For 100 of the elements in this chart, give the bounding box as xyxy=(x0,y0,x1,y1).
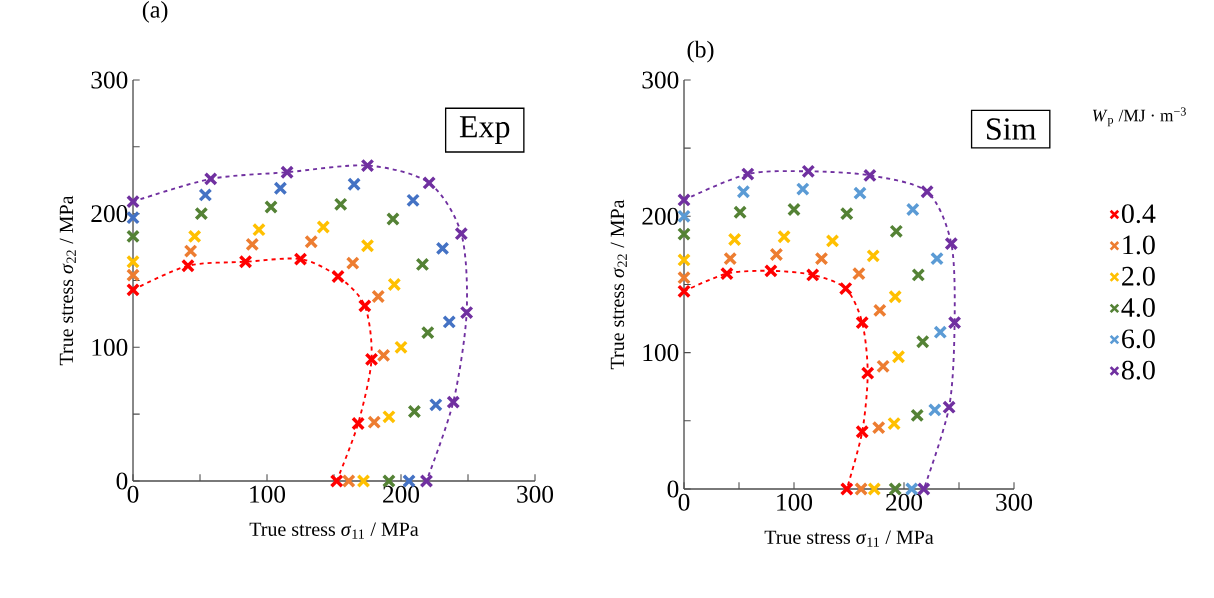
point xyxy=(930,251,944,266)
point xyxy=(677,270,691,285)
point xyxy=(872,303,887,318)
point xyxy=(910,408,925,423)
point xyxy=(855,424,870,439)
x-tick-label: 100 xyxy=(777,493,813,511)
x-axis-title: True stress σ$_{11}$ / MPa xyxy=(764,530,934,547)
y-tick-label: 0 xyxy=(116,472,128,490)
legend-label: 6.0 xyxy=(1122,329,1155,349)
point xyxy=(126,268,140,283)
point xyxy=(273,181,288,196)
point xyxy=(419,474,434,488)
point xyxy=(888,289,903,304)
point xyxy=(126,194,140,209)
point xyxy=(187,229,202,244)
point xyxy=(911,268,926,282)
point xyxy=(838,281,853,296)
point xyxy=(851,266,866,281)
point xyxy=(347,177,362,192)
point xyxy=(316,220,331,234)
point xyxy=(345,256,360,271)
point xyxy=(183,244,198,259)
point xyxy=(867,482,882,496)
point xyxy=(920,184,935,199)
point xyxy=(360,238,375,253)
legend-label: 8.0 xyxy=(1121,360,1155,380)
point xyxy=(435,241,450,256)
point xyxy=(677,253,691,267)
point xyxy=(376,348,391,363)
legend-label: 1.0 xyxy=(1123,235,1155,255)
point xyxy=(795,182,810,196)
point xyxy=(677,284,691,299)
point xyxy=(814,251,829,266)
point xyxy=(407,404,422,419)
point xyxy=(371,289,386,304)
x-tick-label: 100 xyxy=(250,485,286,503)
point xyxy=(357,298,372,313)
x-tick-label: 0 xyxy=(678,493,690,511)
y-tick-label: 100 xyxy=(92,338,128,356)
x-tick-label: 200 xyxy=(383,485,420,503)
point xyxy=(181,258,195,273)
legend-title: W$_{p}$ /MJ · m$^{−3}$ xyxy=(1092,107,1186,127)
point xyxy=(727,232,742,247)
point xyxy=(382,409,396,424)
point xyxy=(933,325,948,340)
point xyxy=(736,184,751,199)
point xyxy=(889,224,904,239)
point xyxy=(420,325,435,340)
point xyxy=(719,266,734,281)
point xyxy=(839,206,854,221)
point xyxy=(866,248,881,263)
point xyxy=(777,229,792,244)
point xyxy=(203,171,218,186)
point xyxy=(351,416,366,431)
y-tick-label: 100 xyxy=(643,344,679,362)
annotation: Exp xyxy=(459,116,510,144)
point xyxy=(406,193,420,208)
point xyxy=(825,233,840,248)
point xyxy=(944,236,959,251)
y-tick-label: 300 xyxy=(91,71,128,89)
point xyxy=(839,482,854,496)
point xyxy=(677,227,691,241)
point xyxy=(887,416,902,431)
point xyxy=(891,349,906,364)
point xyxy=(238,254,253,269)
x-tick-label: 300 xyxy=(996,493,1033,511)
point xyxy=(862,168,877,183)
point xyxy=(364,352,379,367)
point xyxy=(333,197,348,212)
x-axis-title: True stress σ$_{11}$ / MPa xyxy=(249,522,419,539)
point xyxy=(787,202,801,217)
point xyxy=(331,269,345,284)
point xyxy=(367,415,382,430)
chart-title: (b) xyxy=(687,40,714,63)
chart-title: (a) xyxy=(142,0,168,23)
point xyxy=(677,193,691,207)
point xyxy=(422,175,437,190)
point xyxy=(304,234,319,249)
point xyxy=(442,315,457,329)
x-tick-label: 200 xyxy=(886,493,923,511)
point xyxy=(853,186,867,201)
point xyxy=(854,482,869,496)
point xyxy=(293,252,308,267)
point xyxy=(871,420,886,435)
point xyxy=(194,206,209,221)
point xyxy=(264,200,278,214)
annotation: Sim xyxy=(987,118,1036,140)
point xyxy=(356,474,371,488)
point xyxy=(942,400,957,415)
point xyxy=(459,305,474,320)
y-tick-label: 200 xyxy=(642,207,679,225)
point xyxy=(387,277,402,292)
point xyxy=(341,474,356,488)
point xyxy=(126,282,140,297)
legend-label: 0.4 xyxy=(1121,204,1156,224)
y-axis-title: True stress σ$_{22}$ / MPa xyxy=(610,199,627,370)
point xyxy=(386,212,400,226)
x-tick-label: 300 xyxy=(517,485,554,503)
point xyxy=(245,237,260,252)
point xyxy=(805,268,820,282)
